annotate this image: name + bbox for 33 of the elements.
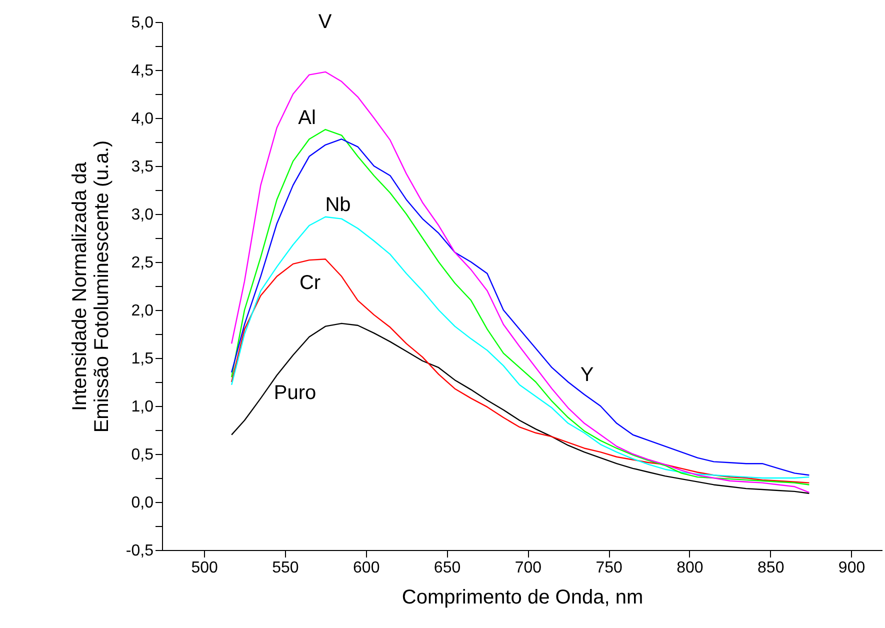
x-tick-label: 650 — [434, 560, 461, 576]
y-axis-title: Intensidade Normalizada da Emissão Fotoluminescente (u.a.) — [68, 140, 113, 433]
y-tick-label: 1,5 — [131, 350, 154, 368]
y-tick-label: 2,5 — [131, 254, 154, 272]
x-tick-label: 500 — [191, 560, 218, 576]
x-tick-label: 800 — [676, 560, 704, 576]
y-tick-label: -0,5 — [126, 542, 154, 560]
x-tick-label: 900 — [838, 560, 866, 576]
x-tick-label: 750 — [596, 560, 623, 576]
y-tick-label: 0,0 — [131, 494, 154, 512]
y-tick-label: 3,5 — [131, 158, 154, 176]
x-tick-label: 600 — [353, 560, 380, 576]
x-tick-label: 850 — [758, 560, 784, 576]
series-label: Y — [580, 364, 594, 386]
y-tick-label: 2,0 — [131, 302, 154, 320]
x-axis-title: Comprimento de Onda, nm — [402, 586, 644, 608]
y-tick-label: 0,5 — [131, 446, 154, 464]
y-tick-label: 4,0 — [131, 110, 154, 128]
y-tick-label: 4,5 — [131, 62, 154, 80]
line-series — [230, 71, 810, 493]
series-label: Cr — [299, 272, 321, 294]
line-series — [230, 322, 810, 494]
y-tick-label: 1,0 — [131, 398, 154, 416]
series-label: V — [318, 11, 332, 33]
y-tick-label: 5,0 — [131, 14, 154, 32]
series-label: Al — [298, 107, 316, 129]
y-tick-label: 3,0 — [131, 206, 154, 224]
x-tick-label: 700 — [514, 560, 542, 576]
series-label: Nb — [325, 194, 351, 216]
series-label: Puro — [274, 382, 316, 404]
line-series — [230, 258, 810, 484]
line-series — [230, 216, 810, 479]
x-tick-label: 550 — [272, 560, 299, 576]
